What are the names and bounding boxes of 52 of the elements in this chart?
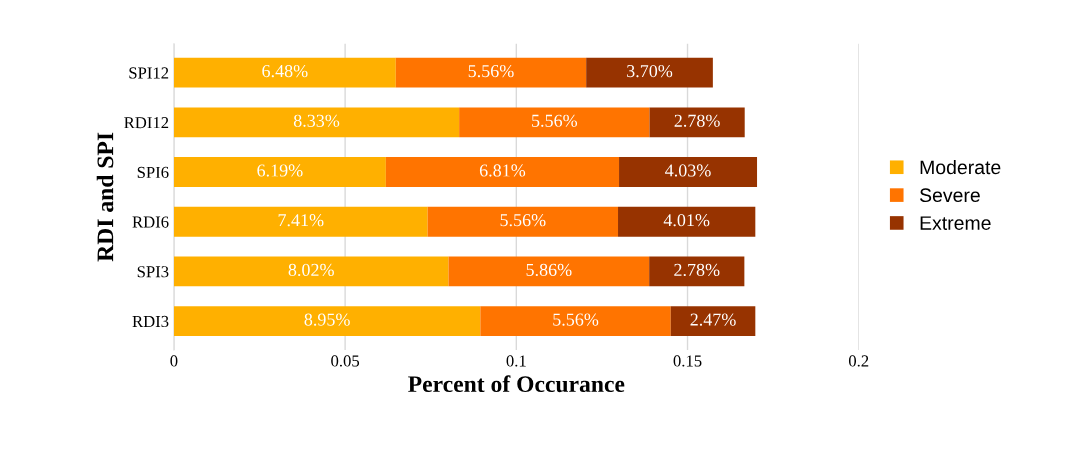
bar xyxy=(586,57,713,88)
x-tick-label: 0.15 xyxy=(673,355,702,367)
bar xyxy=(173,57,396,88)
y-axis-title: RDI and SPI xyxy=(96,132,114,262)
data-label: 5.86% xyxy=(526,263,572,277)
bar xyxy=(619,157,758,187)
bar xyxy=(649,256,745,287)
x-tick-label: 0.05 xyxy=(331,355,360,367)
bar xyxy=(173,256,449,287)
bar xyxy=(385,157,620,187)
data-label: 7.41% xyxy=(278,214,324,227)
legend-label: Moderate xyxy=(920,159,1001,175)
bar xyxy=(395,57,587,88)
x-axis-title: Percent of Occurance xyxy=(408,375,625,393)
data-label: 2.78% xyxy=(674,114,720,127)
data-label: 5.56% xyxy=(532,114,578,127)
bar xyxy=(670,306,756,337)
data-label: 3.70% xyxy=(627,64,673,78)
data-label: 6.81% xyxy=(479,164,526,177)
y-tick-label: SPI12 xyxy=(129,67,169,79)
bar xyxy=(173,157,386,187)
data-label: 8.02% xyxy=(288,263,334,277)
legend-label: Severe xyxy=(919,188,980,203)
x-tick-label: 0 xyxy=(170,355,178,367)
bar xyxy=(173,107,460,138)
data-label: 6.48% xyxy=(262,64,308,78)
data-label: 5.56% xyxy=(500,214,546,227)
data-label: 8.95% xyxy=(304,313,350,326)
bar xyxy=(173,206,428,237)
data-label: 2.47% xyxy=(690,313,736,326)
bar xyxy=(618,206,756,237)
data-label: 6.19% xyxy=(257,164,303,177)
y-tick-label: SPI6 xyxy=(137,166,169,178)
bar xyxy=(427,206,619,237)
bar xyxy=(459,107,650,138)
x-tick-label: 0.2 xyxy=(848,355,869,367)
y-tick-label: RDI12 xyxy=(124,117,169,129)
legend-label: Extreme xyxy=(920,216,991,230)
data-label: 8.33% xyxy=(293,114,340,127)
data-label: 5.56% xyxy=(468,64,514,78)
data-label: 4.01% xyxy=(663,214,710,227)
bar xyxy=(448,256,650,287)
data-label: 5.56% xyxy=(553,313,599,326)
data-label: 2.78% xyxy=(674,263,720,277)
data-label: 4.03% xyxy=(665,164,711,177)
bar xyxy=(649,107,745,138)
x-tick-label: 0.1 xyxy=(506,355,526,367)
bar xyxy=(173,306,481,337)
y-tick-label: RDI3 xyxy=(132,315,169,328)
bar xyxy=(480,306,671,337)
y-tick-label: SPI3 xyxy=(137,266,169,278)
y-tick-label: RDI6 xyxy=(132,216,169,228)
